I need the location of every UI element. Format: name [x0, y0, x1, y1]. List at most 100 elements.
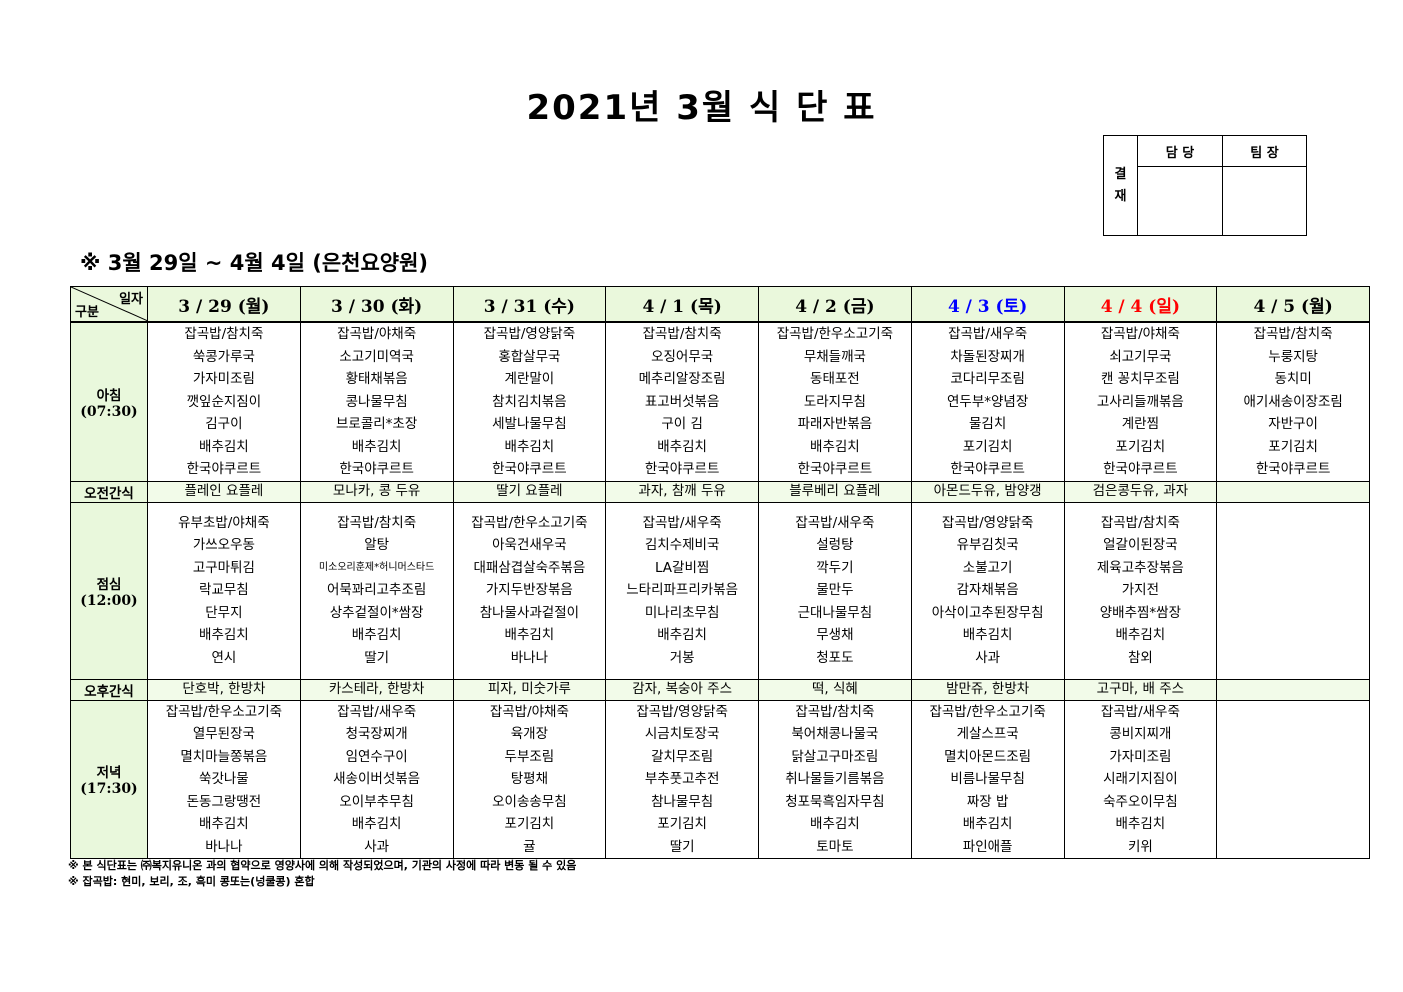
menu-item: 아욱건새우국	[492, 537, 567, 554]
menu-item: 오징어무국	[651, 348, 714, 365]
menu-item: 잡곡밥/야채죽	[337, 326, 417, 342]
menu-item: 얼갈이된장국	[1103, 537, 1178, 554]
menu-cell: 잡곡밥/새우죽 청국장찌개 임연수구이 새송이버섯볶음 오이부추무침 배추김치 사과	[299, 699, 454, 859]
menu-cell: 유부초밥/야채죽 가쓰오우동 고구마튀김 락교무침 단무지 배추김치 연시	[147, 501, 301, 680]
menu-cell: 잡곡밥/참치죽 쑥콩가루국 가자미조림 깻잎순지짐이 김구이 배추김치 한국야쿠르트	[147, 321, 301, 482]
menu-item: 바나나	[205, 838, 243, 855]
menu-item: 딸기	[364, 649, 390, 666]
menu-item: 가자미조림	[1109, 748, 1172, 765]
menu-cell: 잡곡밥/한우소고기죽 열무된장국 멸치마늘쫑볶음 쑥갓나물 돈동그랑땡전 배추김치 바나나	[147, 699, 301, 859]
menu-cell: 잡곡밥/참치죽 누룽지탕 동치미 애기새송이장조림 자반구이 포기김치 한국야쿠르트	[1216, 321, 1370, 482]
day-header: 3 / 29 (월)	[147, 286, 301, 323]
menu-item: 아몬드두유, 밤양갱	[933, 483, 1042, 499]
menu-cell: 카스테라, 한방차	[299, 678, 454, 701]
menu-item: 배추김치	[199, 816, 249, 832]
menu-item: 깍두기	[816, 559, 854, 576]
menu-cell: 감자, 복숭아 주스	[605, 678, 759, 701]
menu-item: 피자, 미숫가루	[487, 681, 571, 697]
menu-item: 미소오리훈제*허니머스타드	[318, 561, 435, 573]
menu-item: 알탕	[364, 537, 390, 554]
menu-item: 포기김치	[657, 816, 707, 832]
day-header: 4 / 3 (토)	[910, 286, 1065, 323]
snack-row: 오후간식 단호박, 한방차 카스테라, 한방차 피자, 미숫가루 감자, 복숭아 주스 떡…	[70, 678, 1370, 701]
menu-cell: 플레인 요플레	[147, 480, 301, 503]
menu-item: 잡곡밥/영양닭죽	[636, 703, 728, 720]
menu-item: 잡곡밥/새우죽	[337, 703, 417, 720]
menu-item: 시금치토장국	[644, 726, 720, 742]
menu-item: 유부김칫국	[956, 537, 1019, 554]
menu-item: 쇠고기무국	[1109, 348, 1172, 365]
menu-cell: 잡곡밥/한우소고기죽 게살스프국 멸치아몬드조림 비름나물무침 짜장 밥 배추김치 파인애플	[910, 699, 1065, 859]
menu-item: 감자채볶음	[956, 582, 1019, 599]
menu-cell: 잡곡밥/참치죽 오징어무국 메추리알장조림 표고버섯볶음 구이 김 배추김치 한국야쿠르트	[605, 321, 759, 482]
menu-cell: 잡곡밥/야채죽 쇠고기무국 캔 꽁치무조림 고사리들깨볶음 계란찜 포기김치 한국야쿠르트	[1063, 321, 1218, 482]
menu-item: 어묵꽈리고추조림	[326, 582, 427, 599]
menu-item: 플레인 요플레	[184, 483, 264, 499]
menu-cell: 고구마, 배 주스	[1063, 678, 1218, 701]
menu-cell: 잡곡밥/참치죽 얼갈이된장국 제육고추장볶음 가지전 양배추찜*쌈장 배추김치 참외	[1063, 501, 1218, 680]
menu-item: 배추김치	[504, 627, 555, 644]
meal-row: 저녁 (17:30) 잡곡밥/한우소고기죽 열무된장국 멸치마늘쫑볶음 쑥갓나물 돈동그랑땡…	[70, 699, 1370, 859]
row-label: 아침 (07:30)	[70, 321, 148, 482]
menu-item: 잡곡밥/야채죽	[1100, 326, 1180, 342]
row-label: 저녁 (17:30)	[70, 699, 148, 859]
menu-item: 한국야쿠르트	[1103, 461, 1178, 477]
menu-item: 제육고추장볶음	[1096, 559, 1184, 576]
menu-item: 감자, 복숭아 주스	[632, 681, 733, 697]
corner-cell: 일자 구분	[70, 286, 148, 323]
menu-item: 상추겉절이*쌈장	[329, 604, 424, 621]
menu-item: 고사리들깨볶음	[1096, 393, 1184, 410]
footnote: ※ 본 식단표는 ㈜복지유니온 과의 협약으로 영양사에 의해 작성되었으며, …	[68, 859, 577, 872]
menu-item: 연두부*양념장	[946, 393, 1029, 410]
approval-label-char: 재	[1114, 188, 1127, 204]
menu-item: 잡곡밥/한우소고기죽	[471, 514, 588, 531]
menu-item: 귤	[523, 838, 536, 855]
menu-item: 김구이	[205, 416, 243, 432]
menu-item: 돈동그랑땡전	[186, 793, 262, 810]
menu-item: 잡곡밥/새우죽	[642, 514, 722, 531]
menu-cell: 잡곡밥/영양닭죽 유부김칫국 소불고기 감자채볶음 아삭이고추된장무침 배추김치 사과	[910, 501, 1065, 680]
menu-item: 차돌된장찌개	[950, 348, 1025, 365]
row-label: 오후간식	[70, 678, 148, 701]
menu-item: 포기김치	[504, 816, 555, 832]
menu-item: 파인애플	[962, 838, 1013, 855]
menu-cell: 밤만쥬, 한방차	[910, 678, 1065, 701]
approval-sign-manager[interactable]	[1137, 166, 1223, 236]
menu-item: 잡곡밥/영양닭죽	[483, 326, 576, 342]
menu-item: 잡곡밥/참치죽	[337, 514, 417, 531]
menu-cell: 딸기 요플레	[452, 480, 607, 503]
menu-item: 한국야쿠르트	[492, 461, 567, 477]
corner-category-label: 구분	[75, 305, 99, 320]
menu-item: 브로콜리*초장	[335, 416, 418, 432]
menu-cell	[1216, 501, 1370, 680]
menu-item: 잡곡밥/한우소고기죽	[929, 703, 1046, 720]
approval-col-manager: 담 당	[1137, 135, 1223, 167]
menu-item: 무채들깨국	[803, 348, 866, 365]
menu-item: 검은콩두유, 과자	[1092, 483, 1189, 499]
menu-item: 코다리무조림	[950, 371, 1025, 387]
menu-item: 배추김치	[199, 627, 249, 644]
menu-item: 배추김치	[351, 627, 402, 644]
menu-item: LA갈비찜	[654, 559, 710, 576]
menu-item: 청국장찌개	[345, 726, 408, 742]
menu-item: 고구마, 배 주스	[1096, 681, 1185, 697]
menu-cell: 잡곡밥/한우소고기죽 무채들깨국 동태포전 도라지무침 파래자반볶음 배추김치 한국야쿠르트	[758, 321, 912, 482]
menu-item: 잡곡밥/새우죽	[1100, 703, 1180, 720]
menu-item: 세발나물무침	[492, 416, 567, 432]
menu-item: 느타리파프리카볶음	[626, 582, 739, 599]
menu-item: 배추김치	[199, 438, 249, 455]
menu-item: 한국야쿠르트	[339, 461, 414, 477]
menu-item: 배추김치	[351, 438, 402, 455]
menu-item: 미나리초무침	[644, 604, 720, 621]
menu-item: 북어채콩나물국	[791, 726, 879, 742]
menu-item: 배추김치	[810, 816, 860, 832]
menu-item: 잡곡밥/참치죽	[1100, 514, 1180, 531]
menu-item: 배추김치	[962, 627, 1013, 644]
approval-sign-team-lead[interactable]	[1222, 166, 1307, 236]
menu-item: 콩비지찌개	[1109, 726, 1172, 742]
menu-item: 가지두반장볶음	[485, 582, 573, 599]
menu-item: 키위	[1127, 838, 1153, 855]
menu-item: 두부조림	[504, 748, 555, 765]
menu-item: 무생채	[816, 627, 854, 644]
menu-item: 황태채볶음	[345, 371, 408, 387]
